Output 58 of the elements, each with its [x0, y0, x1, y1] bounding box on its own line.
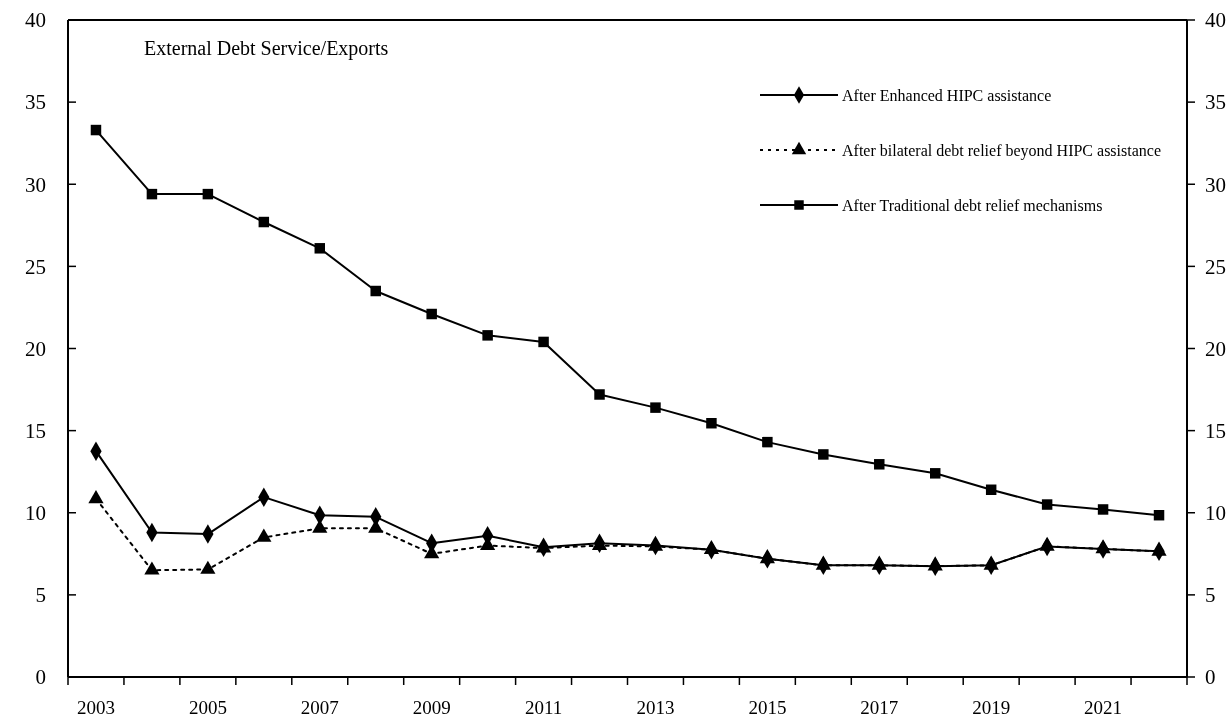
y2-tick-label: 35 — [1205, 90, 1226, 115]
point — [929, 468, 941, 479]
point — [874, 459, 885, 470]
x-tick-label: 2021 — [1084, 697, 1123, 718]
legend-label: After bilateral debt relief beyond HIPC assistance — [842, 141, 1161, 160]
x-tick-label: 2011 — [524, 697, 563, 718]
point — [594, 389, 605, 400]
point — [482, 330, 493, 341]
point — [985, 484, 997, 495]
y2-tick-label: 20 — [1205, 336, 1226, 361]
y2-tick-label: 25 — [1205, 254, 1226, 279]
point — [146, 188, 158, 200]
y-tick-label: 0 — [35, 665, 46, 690]
point — [1097, 504, 1109, 515]
point — [88, 490, 104, 504]
x-tick-label: 2013 — [636, 697, 675, 718]
y2-tick-label: 10 — [1205, 501, 1226, 526]
y-tick-label: 10 — [25, 501, 46, 526]
y-tick-label: 15 — [25, 418, 46, 443]
point — [818, 449, 829, 460]
point — [258, 216, 270, 228]
point — [256, 528, 272, 542]
point — [144, 561, 160, 575]
point — [200, 560, 216, 574]
point — [538, 336, 549, 348]
y-tick-label: 35 — [25, 90, 46, 115]
y2-tick-label: 0 — [1205, 665, 1216, 690]
point — [703, 540, 720, 555]
point — [1153, 509, 1165, 521]
y-tick-label: 30 — [25, 172, 46, 197]
y2-tick-label: 15 — [1205, 418, 1226, 443]
point — [1041, 499, 1053, 510]
y-tick-label: 40 — [25, 8, 46, 33]
point — [650, 402, 661, 413]
x-tick-label: 2007 — [300, 697, 339, 718]
x-tick-label: 2005 — [188, 697, 227, 718]
point — [90, 124, 102, 136]
point — [762, 436, 773, 448]
y2-tick-label: 30 — [1205, 172, 1226, 197]
point — [370, 285, 381, 297]
point — [706, 417, 717, 429]
point — [426, 308, 437, 320]
x-tick-label: 2017 — [860, 697, 899, 718]
y2-tick-label: 40 — [1205, 8, 1226, 33]
y-tick-label: 25 — [25, 254, 46, 279]
y-tick-label: 5 — [35, 583, 46, 608]
text: External Debt Service/Exports — [144, 37, 389, 60]
legend-label: After Traditional debt relief mechanisms — [842, 196, 1103, 214]
point — [1095, 540, 1111, 554]
point — [202, 188, 214, 200]
x-tick-label: 2003 — [76, 697, 115, 718]
x-tick-label: 2015 — [748, 697, 787, 718]
legend-label: After Enhanced HIPC assistance — [842, 86, 1052, 104]
point — [314, 243, 326, 254]
x-tick-label: 2009 — [412, 697, 451, 718]
y2-tick-label: 5 — [1205, 583, 1216, 608]
y-tick-label: 20 — [25, 336, 46, 361]
x-tick-label: 2019 — [972, 697, 1011, 718]
